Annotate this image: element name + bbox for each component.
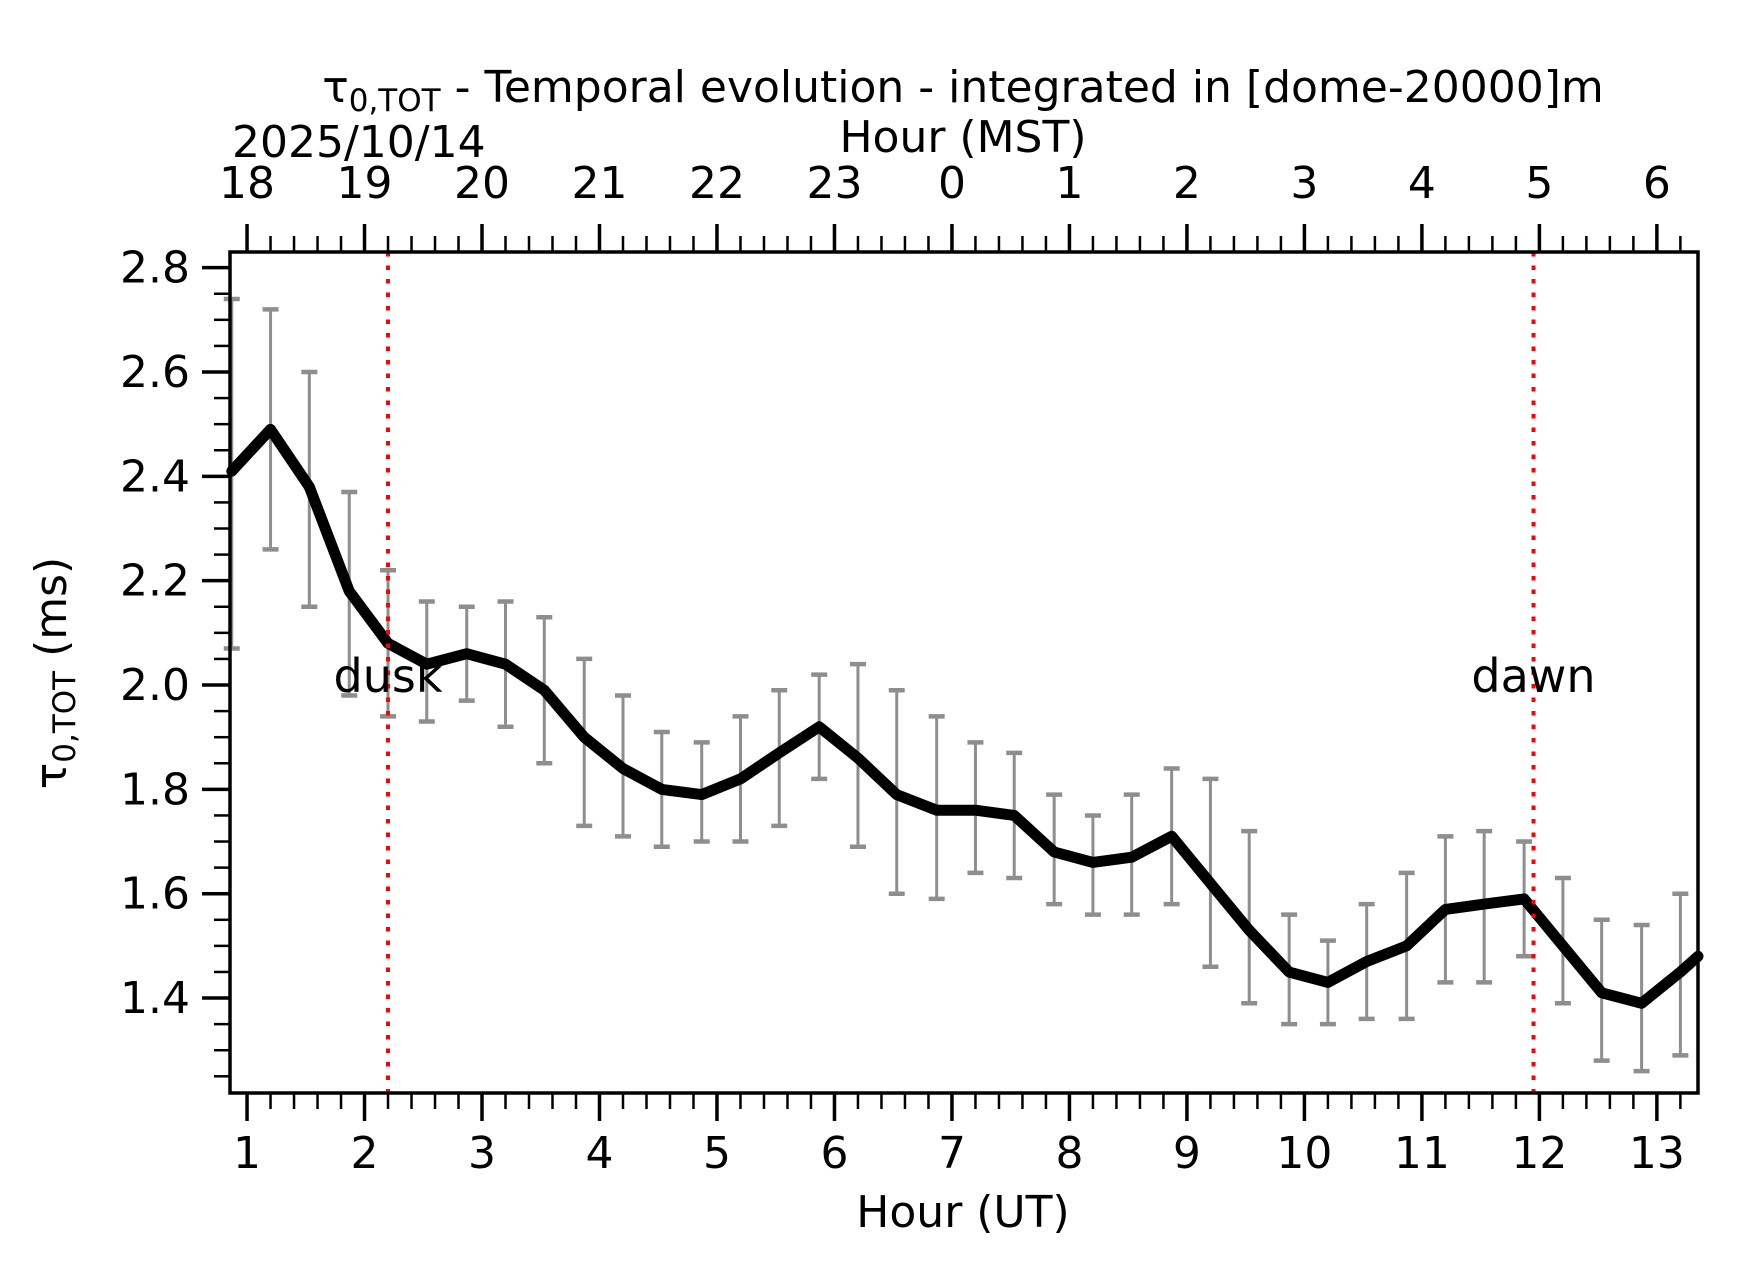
dusk-annotation-label: dusk xyxy=(334,649,443,703)
mst-tick-label: 21 xyxy=(571,158,627,209)
plot-border xyxy=(228,250,1700,1095)
mst-tick-label: 19 xyxy=(337,158,393,209)
bottom-axis-label: Hour (UT) xyxy=(856,1187,1069,1238)
x-tick-label: 6 xyxy=(820,1128,848,1179)
axis-ticks xyxy=(202,224,1682,1121)
mst-tick-label: 18 xyxy=(219,158,275,209)
x-tick-label: 4 xyxy=(585,1128,613,1179)
y-axis-label: τ0,TOT (ms) xyxy=(26,557,83,789)
y-tick-label: 1.8 xyxy=(120,764,190,815)
mst-tick-label: 22 xyxy=(689,158,745,209)
mst-tick-label: 23 xyxy=(806,158,862,209)
mst-tick-label: 1 xyxy=(1055,158,1083,209)
x-tick-label: 5 xyxy=(703,1128,731,1179)
top-axis-label: Hour (MST) xyxy=(839,112,1086,163)
axis-tick-labels: 1182193204215226237081921031141251361.41… xyxy=(120,158,1685,1179)
chart-title: τ0,TOT - Temporal evolution - integrated… xyxy=(322,62,1604,119)
y-tick-label: 2.2 xyxy=(120,556,190,607)
error-bars xyxy=(223,296,1689,1074)
event-lines xyxy=(386,252,1536,1093)
x-tick-label: 1 xyxy=(233,1128,261,1179)
date-annotation: 2025/10/14 xyxy=(232,117,486,168)
y-tick-label: 2.0 xyxy=(120,660,190,711)
tau0-series-line xyxy=(226,423,1704,1009)
mst-tick-label: 5 xyxy=(1525,158,1553,209)
error-bar xyxy=(1202,776,1219,969)
mst-tick-label: 20 xyxy=(454,158,510,209)
x-tick-label: 9 xyxy=(1173,1128,1201,1179)
x-tick-label: 3 xyxy=(468,1128,496,1179)
y-tick-label: 1.6 xyxy=(120,869,190,920)
x-tick-label: 11 xyxy=(1394,1128,1450,1179)
x-tick-label: 7 xyxy=(938,1128,966,1179)
error-bar xyxy=(1241,828,1258,1006)
x-tick-label: 13 xyxy=(1629,1128,1685,1179)
mst-tick-label: 0 xyxy=(938,158,966,209)
x-tick-label: 10 xyxy=(1276,1128,1332,1179)
y-tick-label: 2.6 xyxy=(120,347,190,398)
y-tick-label: 1.4 xyxy=(120,973,190,1024)
mst-tick-label: 6 xyxy=(1643,158,1671,209)
mst-tick-label: 3 xyxy=(1290,158,1318,209)
mst-tick-label: 4 xyxy=(1408,158,1436,209)
x-tick-label: 12 xyxy=(1511,1128,1567,1179)
x-tick-label: 8 xyxy=(1055,1128,1083,1179)
y-tick-label: 2.4 xyxy=(120,451,190,502)
x-tick-label: 2 xyxy=(351,1128,379,1179)
y-tick-label: 2.8 xyxy=(120,243,190,294)
dawn-annotation-label: dawn xyxy=(1471,649,1595,703)
mst-tick-label: 2 xyxy=(1173,158,1201,209)
